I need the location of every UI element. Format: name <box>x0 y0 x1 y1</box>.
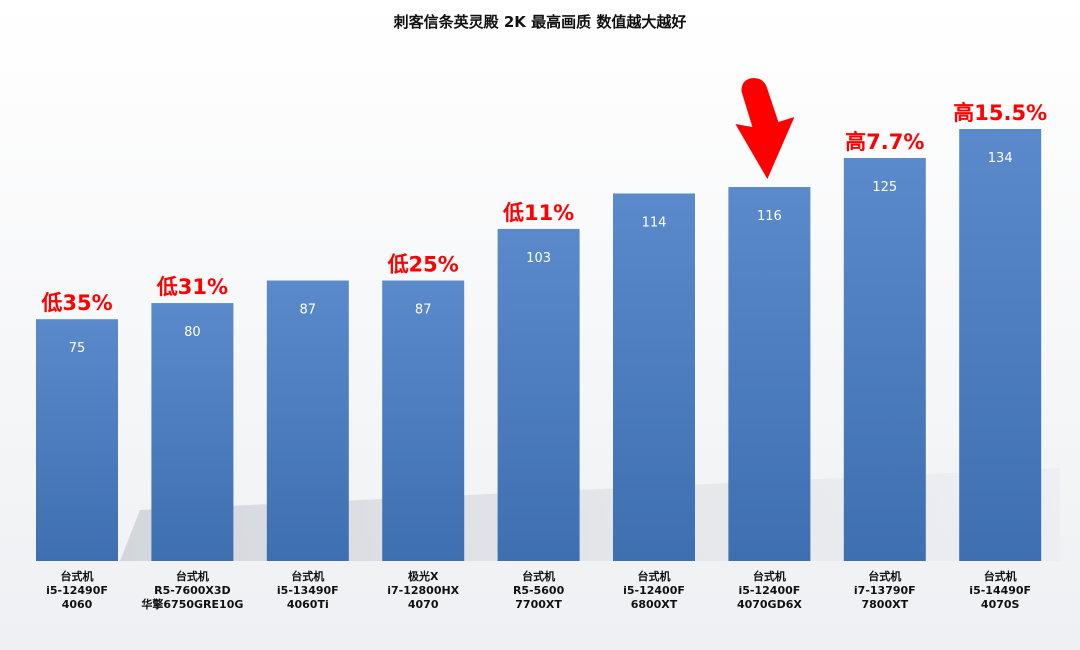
bar-value-label-5: 114 <box>642 215 667 230</box>
category-label-7-line-0: 台式机 <box>868 569 901 583</box>
category-label-5-line-1: i5-12400F <box>623 584 685 597</box>
category-label-1-line-0: 台式机 <box>176 569 209 583</box>
category-label-5-line-0: 台式机 <box>638 569 671 583</box>
bar-6 <box>728 187 811 561</box>
category-label-3-line-0: 极光X <box>408 569 439 583</box>
bar-0 <box>36 319 118 561</box>
highlight-arrow-layer <box>735 78 795 180</box>
category-label-8-line-1: i5-14490F <box>969 584 1031 597</box>
category-labels: 台式机i5-12490F4060台式机R5-7600X3D华擎6750GRE10… <box>46 569 1031 611</box>
chart-title: 刺客信条英灵殿 2K 最高画质 数值越大越好 <box>394 13 687 31</box>
bar-1 <box>151 303 234 561</box>
annotation-7: 高7.7% <box>845 130 924 154</box>
bar-3 <box>382 280 465 561</box>
category-label-6-line-0: 台式机 <box>753 569 786 583</box>
bars-layer: 75 80 87 87 103 114 116 125 134 <box>36 129 1042 562</box>
shadow-layer <box>120 468 1060 561</box>
bar-value-label-3: 87 <box>415 303 432 318</box>
bar-2 <box>266 280 349 561</box>
bar-shadow <box>120 468 1060 561</box>
category-label-1-line-2: 华擎6750GRE10G <box>141 597 243 611</box>
bar-value-label-8: 134 <box>988 151 1013 166</box>
category-label-0-line-1: i5-12490F <box>46 584 108 597</box>
category-label-7-line-2: 7800XT <box>861 598 908 611</box>
bar-value-label-7: 125 <box>872 180 897 195</box>
annotation-8: 高15.5% <box>953 101 1047 125</box>
category-label-2-line-0: 台式机 <box>291 569 324 583</box>
bar-8 <box>959 129 1042 561</box>
category-label-4-line-2: 7700XT <box>515 598 562 611</box>
annotation-4: 低11% <box>502 201 574 225</box>
category-label-2-line-1: i5-13490F <box>277 584 339 597</box>
category-label-5-line-2: 6800XT <box>631 598 678 611</box>
category-label-3-line-1: i7-12800HX <box>387 584 459 597</box>
category-label-0-line-0: 台式机 <box>61 569 94 583</box>
category-label-1-line-1: R5-7600X3D <box>154 584 231 597</box>
category-label-6-line-2: 4070GD6X <box>737 598 802 611</box>
annotations-layer: 低35% 低31% 低25% 低11% 高7.7% 高15.5% <box>40 101 1047 315</box>
down-arrow-shape <box>735 78 795 180</box>
bar-value-label-4: 103 <box>526 251 551 266</box>
bar-4 <box>497 228 580 561</box>
category-label-7-line-1: i7-13790F <box>854 584 916 597</box>
category-label-8-line-2: 4070S <box>981 598 1020 611</box>
bar-5 <box>613 193 695 562</box>
bar-value-label-1: 80 <box>184 325 201 340</box>
category-label-4-line-0: 台式机 <box>522 569 555 583</box>
annotation-3: 低25% <box>387 253 459 277</box>
category-label-8-line-0: 台式机 <box>984 569 1017 583</box>
annotation-1: 低31% <box>156 275 228 299</box>
category-label-2-line-2: 4060Ti <box>287 598 329 611</box>
category-label-4-line-1: R5-5600 <box>513 584 565 597</box>
down-arrow-icon <box>735 78 795 180</box>
bar-7 <box>843 158 926 561</box>
category-label-6-line-1: i5-12400F <box>739 584 801 597</box>
bar-value-label-6: 116 <box>757 209 782 224</box>
bar-value-label-2: 87 <box>300 303 317 318</box>
category-label-3-line-2: 4070 <box>408 598 439 611</box>
bar-value-label-0: 75 <box>69 341 86 356</box>
category-label-0-line-2: 4060 <box>62 598 93 611</box>
annotation-0: 低35% <box>40 291 112 315</box>
